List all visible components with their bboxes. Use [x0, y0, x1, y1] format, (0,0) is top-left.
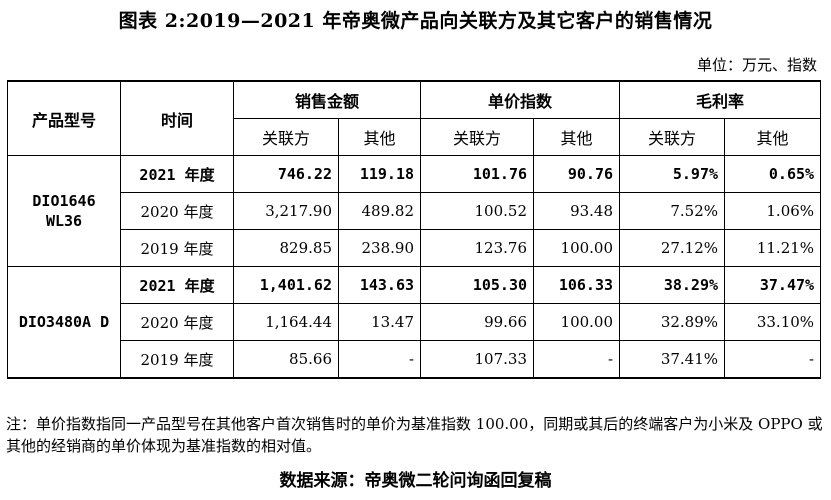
value-cell: 5.97%: [619, 155, 726, 193]
product-cell: DIO3480A D: [7, 266, 121, 379]
table-row: DIO3480A D 2021 年度 1,401.62 143.63 105.3…: [7, 266, 822, 379]
value-cell: 99.66: [420, 303, 535, 341]
period-cell: 2021 年度: [120, 266, 234, 304]
header-product: 产品型号: [7, 80, 121, 156]
period-cell: 2020 年度: [120, 192, 234, 230]
value-cell: 37.47%: [724, 266, 822, 304]
value-cell: 100.00: [533, 229, 621, 267]
value-cell: 489.82: [337, 192, 422, 230]
value-cell: 38.29%: [619, 266, 726, 304]
value-cell: 33.10%: [724, 303, 822, 341]
period-cell: 2019 年度: [120, 229, 234, 267]
value-cell: 829.85: [233, 229, 339, 267]
value-cell: 238.90: [337, 229, 422, 267]
value-cell: 3,217.90: [233, 192, 339, 230]
value-cell: 7.52%: [619, 192, 726, 230]
header-time: 时间: [120, 80, 234, 156]
subheader: 其他: [724, 118, 822, 156]
header-row-group: 产品型号 时间 销售金额 单价指数 毛利率: [7, 80, 822, 156]
value-cell: 143.63: [337, 266, 422, 304]
value-cell: 107.33: [420, 340, 535, 379]
value-cell: 1,401.62: [233, 266, 339, 304]
subheader: 关联方: [619, 118, 726, 156]
value-cell: 93.48: [533, 192, 621, 230]
table-row: 2020 年度 3,217.90 489.82 100.52 93.48 7.5…: [8, 192, 822, 230]
value-cell: 105.30: [420, 266, 535, 304]
value-cell: 746.22: [233, 155, 339, 193]
product-cell: DIO1646 WL36: [7, 155, 121, 267]
period-cell: 2019 年度: [120, 340, 234, 379]
value-cell: 85.66: [233, 340, 339, 379]
value-cell: 32.89%: [619, 303, 726, 341]
value-cell: 106.33: [533, 266, 621, 304]
value-cell: 100.52: [420, 192, 535, 230]
data-source: 数据来源：帝奥微二轮问询函回复稿: [279, 471, 552, 491]
value-cell: -: [724, 340, 822, 379]
header-sales: 销售金额: [232, 80, 422, 119]
value-cell: -: [337, 340, 422, 379]
header-row-sub: 关联方 其他 关联方 其他 关联方 其他: [8, 118, 822, 156]
table-row: 2019 年度 829.85 238.90 123.76 100.00 27.1…: [8, 229, 822, 267]
value-cell: 123.76: [420, 229, 535, 267]
table-row: 2019 年度 85.66 - 107.33 - 37.41% -: [8, 340, 822, 379]
header-gross-margin: 毛利率: [619, 80, 822, 119]
unit-label: 单位：万元、指数: [696, 56, 817, 74]
subheader: 其他: [337, 118, 422, 156]
subheader: 关联方: [420, 118, 535, 156]
value-cell: 13.47: [337, 303, 422, 341]
period-cell: 2020 年度: [120, 303, 234, 341]
figure-title: 图表 2:2019—2021 年帝奥微产品向关联方及其它客户的销售情况: [118, 10, 713, 32]
footnote: 注：单价指数指同一产品型号在其他客户首次销售时的单价为基准指数 100.00，同…: [6, 415, 823, 455]
value-cell: 11.21%: [724, 229, 822, 267]
table-row: 2020 年度 1,164.44 13.47 99.66 100.00 32.8…: [8, 303, 822, 341]
value-cell: 90.76: [533, 155, 621, 193]
subheader: 关联方: [233, 118, 339, 156]
value-cell: 1.06%: [724, 192, 822, 230]
value-cell: 37.41%: [619, 340, 726, 379]
value-cell: 101.76: [420, 155, 535, 193]
sales-table: 产品型号 时间 销售金额 单价指数 毛利率 关联方 其他 关联方 其他 关联方 …: [7, 80, 822, 379]
period-cell: 2021 年度: [120, 155, 234, 193]
value-cell: 1,164.44: [233, 303, 339, 341]
subheader: 其他: [533, 118, 621, 156]
value-cell: 100.00: [533, 303, 621, 341]
header-price-index: 单价指数: [420, 80, 621, 119]
value-cell: -: [533, 340, 621, 379]
value-cell: 119.18: [337, 155, 422, 193]
value-cell: 27.12%: [619, 229, 726, 267]
value-cell: 0.65%: [724, 155, 822, 193]
table-row: DIO1646 WL36 2021 年度 746.22 119.18 101.7…: [7, 155, 822, 267]
